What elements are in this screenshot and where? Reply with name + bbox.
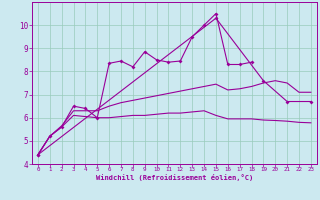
X-axis label: Windchill (Refroidissement éolien,°C): Windchill (Refroidissement éolien,°C) [96, 174, 253, 181]
